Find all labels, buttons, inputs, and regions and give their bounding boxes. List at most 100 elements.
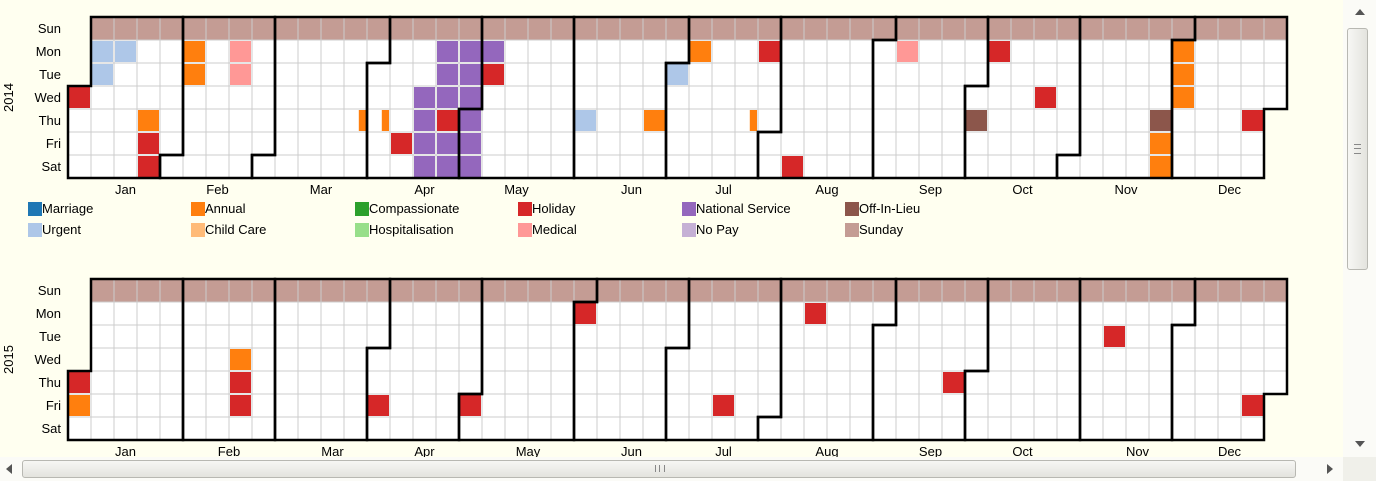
day-cell[interactable] <box>1148 393 1173 418</box>
day-cell[interactable] <box>435 347 460 372</box>
day-cell[interactable] <box>941 154 966 179</box>
sunday-cell[interactable] <box>366 278 391 303</box>
sunday-cell[interactable] <box>159 278 184 303</box>
day-cell[interactable] <box>205 324 230 349</box>
day-cell[interactable] <box>550 108 575 133</box>
day-cell[interactable] <box>665 347 690 372</box>
leave-cell[interactable] <box>414 87 435 108</box>
day-cell[interactable] <box>757 324 782 349</box>
sunday-cell[interactable] <box>251 278 276 303</box>
sunday-cell[interactable] <box>895 278 920 303</box>
day-cell[interactable] <box>1010 39 1035 64</box>
day-cell[interactable] <box>826 347 851 372</box>
sunday-cell[interactable] <box>941 278 966 303</box>
sunday-cell[interactable] <box>504 16 529 41</box>
leave-cell[interactable] <box>460 64 481 85</box>
day-cell[interactable] <box>964 370 989 395</box>
day-cell[interactable] <box>90 301 115 326</box>
day-cell[interactable] <box>987 347 1012 372</box>
day-cell[interactable] <box>228 324 253 349</box>
day-cell[interactable] <box>849 301 874 326</box>
day-cell[interactable] <box>550 85 575 110</box>
day-cell[interactable] <box>527 301 552 326</box>
sunday-cell[interactable] <box>1079 278 1104 303</box>
day-cell[interactable] <box>251 85 276 110</box>
leave-cell[interactable] <box>483 64 504 85</box>
sunday-cell[interactable] <box>1171 278 1196 303</box>
day-cell[interactable] <box>1056 301 1081 326</box>
day-cell[interactable] <box>1102 370 1127 395</box>
day-cell[interactable] <box>1056 108 1081 133</box>
day-cell[interactable] <box>1010 85 1035 110</box>
day-cell[interactable] <box>1171 131 1196 156</box>
leave-cell[interactable] <box>1150 156 1171 177</box>
sunday-cell[interactable] <box>205 278 230 303</box>
day-cell[interactable] <box>780 39 805 64</box>
sunday-cell[interactable] <box>435 278 460 303</box>
sunday-cell[interactable] <box>780 278 805 303</box>
leave-cell[interactable] <box>437 156 458 177</box>
day-cell[interactable] <box>320 416 345 441</box>
sunday-cell[interactable] <box>1148 16 1173 41</box>
day-cell[interactable] <box>849 131 874 156</box>
day-cell[interactable] <box>366 301 391 326</box>
sunday-cell[interactable] <box>573 16 598 41</box>
day-cell[interactable] <box>205 393 230 418</box>
day-cell[interactable] <box>550 370 575 395</box>
day-cell[interactable] <box>504 416 529 441</box>
day-cell[interactable] <box>1010 347 1035 372</box>
sunday-cell[interactable] <box>1033 16 1058 41</box>
sunday-cell[interactable] <box>711 16 736 41</box>
day-cell[interactable] <box>849 347 874 372</box>
day-cell[interactable] <box>596 62 621 87</box>
day-cell[interactable] <box>1217 154 1242 179</box>
leave-cell[interactable] <box>138 156 159 177</box>
day-cell[interactable] <box>1056 416 1081 441</box>
day-cell[interactable] <box>1033 62 1058 87</box>
day-cell[interactable] <box>1102 154 1127 179</box>
day-cell[interactable] <box>1194 108 1219 133</box>
day-cell[interactable] <box>274 85 299 110</box>
day-cell[interactable] <box>573 347 598 372</box>
day-cell[interactable] <box>665 370 690 395</box>
day-cell[interactable] <box>849 39 874 64</box>
leave-cell[interactable] <box>1242 395 1263 416</box>
day-cell[interactable] <box>826 62 851 87</box>
day-cell[interactable] <box>941 85 966 110</box>
day-cell[interactable] <box>527 62 552 87</box>
day-cell[interactable] <box>504 393 529 418</box>
day-cell[interactable] <box>1125 108 1150 133</box>
sunday-cell[interactable] <box>596 16 621 41</box>
day-cell[interactable] <box>895 324 920 349</box>
sunday-cell[interactable] <box>1240 278 1265 303</box>
day-cell[interactable] <box>642 154 667 179</box>
day-cell[interactable] <box>711 39 736 64</box>
day-cell[interactable] <box>619 301 644 326</box>
leave-cell[interactable] <box>230 64 251 85</box>
leave-cell[interactable] <box>1173 87 1194 108</box>
day-cell[interactable] <box>550 154 575 179</box>
day-cell[interactable] <box>918 416 943 441</box>
day-cell[interactable] <box>67 154 92 179</box>
day-cell[interactable] <box>619 39 644 64</box>
day-cell[interactable] <box>573 416 598 441</box>
day-cell[interactable] <box>1240 347 1265 372</box>
day-cell[interactable] <box>159 154 184 179</box>
day-cell[interactable] <box>918 393 943 418</box>
day-cell[interactable] <box>274 347 299 372</box>
day-cell[interactable] <box>895 370 920 395</box>
day-cell[interactable] <box>872 416 897 441</box>
day-cell[interactable] <box>688 370 713 395</box>
day-cell[interactable] <box>251 301 276 326</box>
sunday-cell[interactable] <box>320 278 345 303</box>
day-cell[interactable] <box>297 85 322 110</box>
day-cell[interactable] <box>251 324 276 349</box>
day-cell[interactable] <box>205 370 230 395</box>
leave-cell[interactable] <box>358 110 366 131</box>
leave-cell[interactable] <box>437 110 458 131</box>
day-cell[interactable] <box>596 108 621 133</box>
day-cell[interactable] <box>458 301 483 326</box>
day-cell[interactable] <box>1056 393 1081 418</box>
sunday-cell[interactable] <box>1056 16 1081 41</box>
day-cell[interactable] <box>1056 62 1081 87</box>
